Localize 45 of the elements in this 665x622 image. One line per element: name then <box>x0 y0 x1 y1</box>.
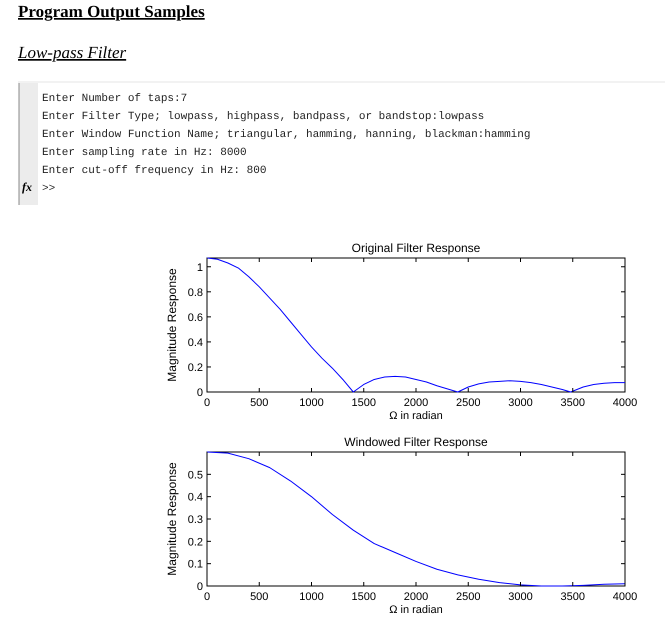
y-tick-label: 0.2 <box>188 362 203 374</box>
y-tick-label: 0.8 <box>188 286 203 299</box>
text: fx <box>22 180 32 194</box>
x-tick-label: 3500 <box>560 397 585 409</box>
x-axis-title: Ω in radian <box>389 410 443 422</box>
x-tick-label: 2000 <box>404 397 428 409</box>
chart-title: Original Filter Response <box>352 241 481 255</box>
y-tick-label: 0.2 <box>188 536 203 548</box>
y-tick-label: 0 <box>196 581 203 593</box>
text: Enter Number of taps:7 <box>42 93 188 105</box>
chart-title: Windowed Filter Response <box>344 435 488 449</box>
y-tick-label: 1 <box>196 262 203 274</box>
y-tick-label: 0.3 <box>188 514 203 526</box>
text: Enter sampling rate in Hz: 8000 <box>42 147 247 159</box>
x-tick-label: 500 <box>250 397 268 409</box>
x-tick-label: 500 <box>250 591 268 603</box>
x-tick-label: 3500 <box>560 591 585 603</box>
line-series <box>206 258 626 392</box>
y-tick-label: 0.5 <box>188 469 203 482</box>
text: Enter Filter Type; lowpass, highpass, bandpass, or bandstop:lowpass <box>42 111 484 123</box>
y-axis-title: Magnitude Response <box>165 462 179 576</box>
x-tick-label: 2000 <box>404 591 428 603</box>
text: Low-pass Filter <box>17 43 127 62</box>
text: >> <box>42 183 56 195</box>
y-tick-label: 0.4 <box>188 336 203 349</box>
x-tick-label: 2500 <box>456 397 480 409</box>
x-tick-label: 3000 <box>508 591 533 603</box>
x-tick-label: 3000 <box>508 397 533 409</box>
text: Program Output Samples <box>18 2 206 21</box>
y-tick-label: 0.1 <box>188 558 203 571</box>
x-tick-label: 1000 <box>299 591 324 603</box>
x-tick-label: 4000 <box>612 591 638 603</box>
y-tick-label: 0.6 <box>188 312 203 324</box>
x-tick-label: 1500 <box>352 397 376 409</box>
text: Enter cut-off frequency in Hz: 800 <box>42 165 266 177</box>
y-tick-label: 0 <box>196 387 203 399</box>
line-series <box>206 452 626 586</box>
text: Enter Window Function Name; triangular, hamming, hanning, blackman:hamming <box>42 129 530 141</box>
y-axis-title: Magnitude Response <box>165 268 179 382</box>
y-tick-label: 0.4 <box>188 492 203 504</box>
x-tick-label: 1500 <box>352 591 376 603</box>
x-axis-title: Ω in radian <box>389 604 443 616</box>
x-tick-label: 4000 <box>612 397 638 409</box>
x-tick-label: 1000 <box>299 397 324 409</box>
x-tick-label: 2500 <box>456 591 480 603</box>
